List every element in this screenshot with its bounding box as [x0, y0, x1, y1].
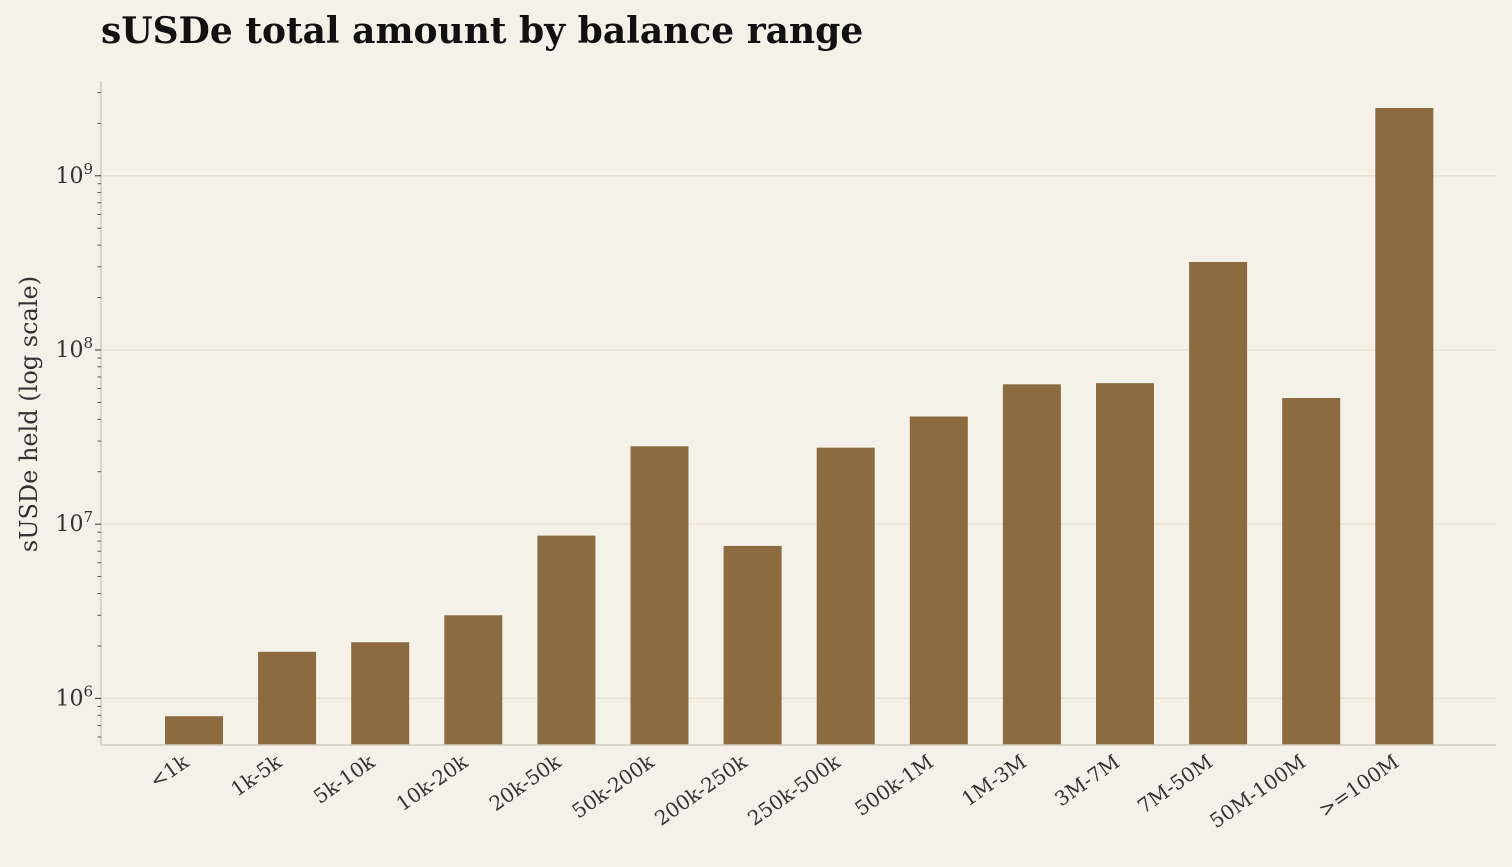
x-tick-label: 50M-100M: [1205, 749, 1310, 833]
chart-title: sUSDe total amount by balance range: [101, 10, 864, 52]
y-tick-exponent: 8: [83, 334, 93, 352]
x-tick-label: 250k-500k: [743, 749, 845, 831]
bar-7: [723, 545, 782, 745]
y-minor-ticks: [95, 92, 101, 738]
y-axis-label: sUSDe held (log scale): [15, 276, 43, 552]
x-tick-label: 5k-10k: [309, 749, 380, 809]
bar-11: [1096, 383, 1154, 745]
x-tick-labels: <1k 1k-5k 5k-10k 10k-20k 20k-50k 50k-200k200k…: [145, 749, 1403, 833]
bar-2: [258, 651, 317, 745]
y-tick-label: 109: [55, 160, 93, 189]
x-tick-label: 200k-250k: [650, 749, 752, 831]
y-tick-base: 10: [55, 164, 83, 189]
y-tick-exponent: 9: [83, 160, 93, 178]
x-tick-label: 1k-5k: [226, 749, 286, 801]
bar-3: [351, 642, 410, 745]
y-tick-label: 107: [55, 508, 93, 537]
y-tick-base: 10: [55, 338, 83, 363]
bar-13: [1282, 398, 1341, 745]
bar-6: [630, 446, 689, 745]
x-tick-label: 7M-50M: [1133, 749, 1217, 818]
bar-14: [1375, 107, 1434, 745]
x-tick-label: <1k: [145, 749, 194, 793]
x-tick-label: 1M-3M: [957, 749, 1031, 811]
y-tick-exponent: 7: [83, 508, 93, 526]
bar-8: [816, 447, 875, 745]
bars: [165, 107, 1434, 745]
bar-5: [537, 535, 596, 745]
bar-12: [1189, 261, 1248, 745]
bar-10: [1002, 384, 1061, 745]
axes: [100, 81, 1496, 746]
bar-4: [444, 615, 503, 745]
y-tick-label: 108: [55, 334, 93, 363]
grid-lines: [101, 175, 1496, 699]
y-tick-label: 106: [55, 682, 93, 711]
bar-9: [909, 416, 968, 745]
bar-1: [165, 716, 223, 745]
x-tick-label: 500k-1M: [850, 749, 937, 820]
y-tick-base: 10: [55, 512, 83, 537]
y-tick-exponent: 6: [83, 682, 93, 700]
x-tick-label: 10k-20k: [392, 749, 473, 816]
x-tick-label: 20k-50k: [485, 749, 566, 816]
x-tick-label: 50k-200k: [567, 749, 659, 823]
x-tick-label: 3M-7M: [1050, 749, 1124, 811]
x-tick-label: >=100M: [1314, 749, 1403, 822]
y-tick-base: 10: [55, 686, 83, 711]
